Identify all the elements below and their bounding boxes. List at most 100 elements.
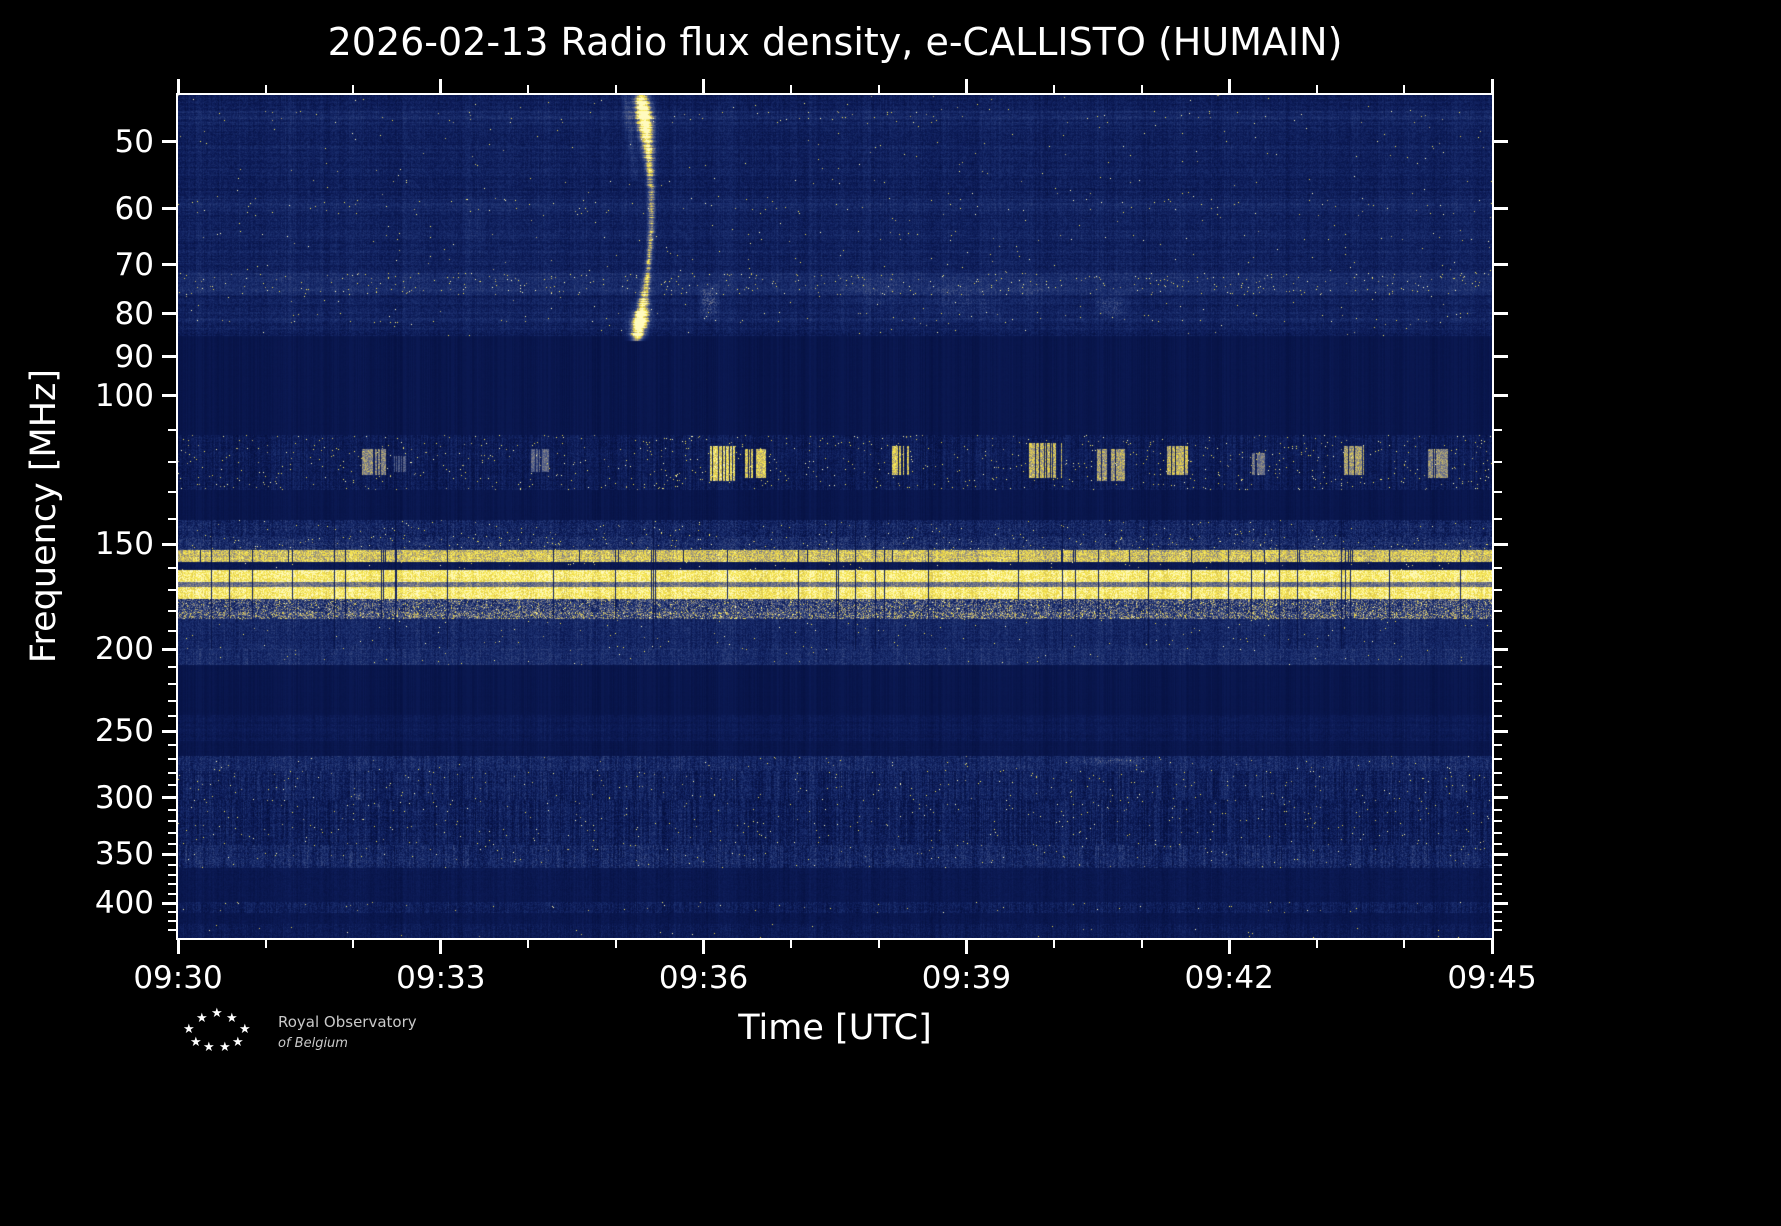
y-major-tick [162,263,176,267]
x-major-tick [176,79,180,93]
y-tick-label: 100 [94,377,154,414]
y-minor-tick [168,629,176,632]
y-minor-tick [168,429,176,432]
y-major-tick [162,394,176,398]
y-tick-label: 90 [114,338,154,375]
star-icon: ★ [219,1040,231,1055]
y-minor-tick [1494,842,1502,845]
y-major-tick [162,140,176,144]
y-major-tick [1494,647,1508,651]
x-major-tick [964,940,968,954]
x-minor-tick [527,85,530,93]
y-minor-tick [1494,715,1502,718]
y-major-tick [1494,263,1508,267]
x-major-tick [702,940,706,954]
x-axis-label: Time [UTC] [738,1008,932,1048]
x-major-tick [1227,79,1231,93]
y-minor-tick [168,808,176,811]
y-major-tick [1494,796,1508,800]
plot-area [176,93,1494,940]
y-minor-tick [168,919,176,922]
y-major-tick [1494,355,1508,359]
y-minor-tick [168,699,176,702]
x-minor-tick [1403,85,1406,93]
y-minor-tick [1494,892,1502,895]
y-minor-tick [168,873,176,876]
y-minor-tick [1494,784,1502,787]
x-minor-tick [1140,940,1143,948]
spectrogram-canvas [178,95,1492,938]
y-minor-tick [168,490,176,493]
x-tick-label: 09:42 [1184,960,1274,996]
y-major-tick [1494,140,1508,144]
x-major-tick [439,940,443,954]
y-minor-tick [168,566,176,569]
y-minor-tick [168,588,176,591]
y-minor-tick [1494,928,1502,931]
y-major-tick [1494,312,1508,316]
x-minor-tick [264,85,267,93]
x-minor-tick [790,85,793,93]
y-minor-tick [168,744,176,747]
rob-logo-text-line2: of Belgium [278,1036,348,1051]
y-major-tick [1494,852,1508,856]
y-major-tick [162,729,176,733]
y-major-tick [162,796,176,800]
y-minor-tick [168,461,176,464]
y-minor-tick [1494,820,1502,823]
y-tick-label: 200 [94,631,154,668]
y-minor-tick [168,609,176,612]
x-minor-tick [615,940,617,948]
star-icon: ★ [183,1022,195,1037]
x-minor-tick [1315,940,1318,948]
y-tick-label: 300 [94,779,154,816]
y-minor-tick [168,928,176,931]
y-major-tick [1494,542,1508,546]
x-minor-tick [1053,85,1055,93]
y-tick-label: 50 [114,123,154,160]
y-minor-tick [1494,883,1502,886]
y-major-tick [162,542,176,546]
y-minor-tick [1494,629,1502,632]
star-icon: ★ [190,1035,202,1050]
x-minor-tick [790,940,793,948]
y-minor-tick [168,715,176,718]
y-minor-tick [1494,517,1502,520]
rob-logo-text-line1: Royal Observatory [278,1013,417,1031]
x-tick-label: 09:39 [921,960,1012,996]
x-minor-tick [352,85,355,93]
star-icon: ★ [239,1022,251,1037]
x-minor-tick [264,940,267,948]
y-major-tick [162,647,176,651]
y-tick-label: 250 [94,713,154,750]
x-major-tick [176,940,180,954]
y-major-tick [162,312,176,316]
x-minor-tick [1315,85,1318,93]
x-minor-tick [1403,940,1406,948]
y-minor-tick [1494,699,1502,702]
y-minor-tick [168,666,176,669]
y-minor-tick [1494,771,1502,774]
y-minor-tick [1494,911,1502,914]
y-tick-label: 150 [94,526,154,562]
x-major-tick [1490,940,1494,954]
y-minor-tick [1494,429,1502,432]
y-minor-tick [168,892,176,895]
x-major-tick [702,79,706,93]
star-icon: ★ [211,1006,223,1021]
y-tick-label: 350 [94,836,154,873]
star-icon: ★ [196,1011,208,1026]
y-minor-tick [1494,566,1502,569]
x-tick-label: 09:33 [396,960,486,996]
y-minor-tick [1494,863,1502,866]
y-minor-tick [168,784,176,787]
x-major-tick [1490,79,1494,93]
y-minor-tick [168,831,176,834]
x-minor-tick [1053,940,1055,948]
chart-title: 2026-02-13 Radio flux density, e-CALLIST… [327,20,1343,64]
rob-logo-stars-icon: ★ ★ ★ ★ ★ ★ ★ ★ ★ [183,1004,258,1059]
y-minor-tick [1494,588,1502,591]
y-tick-label: 80 [114,295,154,332]
y-minor-tick [1494,758,1502,761]
